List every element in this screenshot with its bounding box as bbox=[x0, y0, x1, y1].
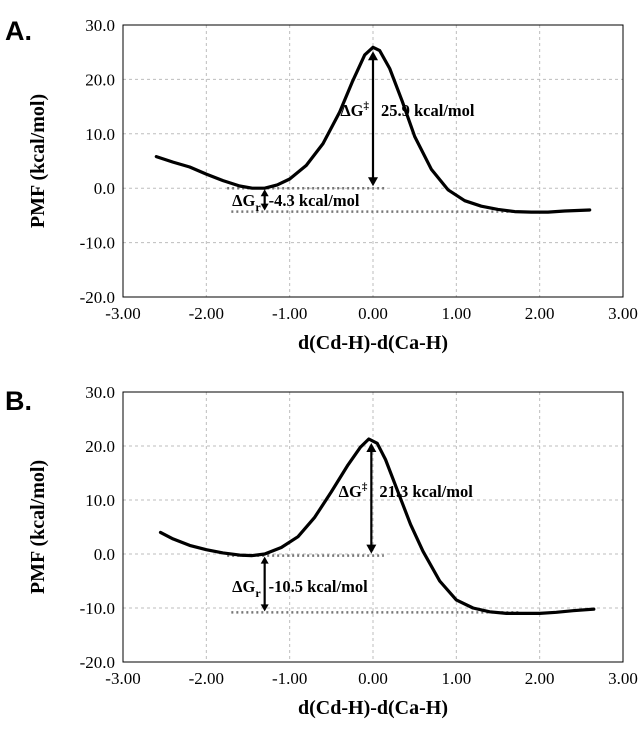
x-axis-label: d(Cd-H)-d(Ca-H) bbox=[298, 332, 448, 354]
x-tick-label: 1.00 bbox=[441, 304, 471, 323]
barrier-symbol: ΔG bbox=[340, 101, 363, 120]
reaction-value: -10.5 kcal/mol bbox=[269, 577, 368, 596]
x-tick-label: 3.00 bbox=[608, 304, 638, 323]
chart-panel-b: B. -20.0 -10.0 0.0 10.0 20.0 30.0 -3.00 -2.00 -1.… bbox=[5, 383, 638, 719]
barrier-arrowhead-top bbox=[366, 442, 377, 452]
barrier-symbol: ΔG bbox=[339, 482, 362, 501]
x-tick-label: -2.00 bbox=[189, 669, 224, 688]
x-tick-label: 2.00 bbox=[525, 669, 555, 688]
reaction-label: ΔGr bbox=[232, 191, 261, 214]
pmf-curve bbox=[158, 437, 596, 615]
y-tick-label: -20.0 bbox=[80, 653, 115, 672]
barrier-value: 21.3 kcal/mol bbox=[379, 482, 473, 501]
y-tick-label: 30.0 bbox=[85, 383, 115, 402]
pmf-curve bbox=[154, 45, 592, 214]
x-tick-label: -3.00 bbox=[105, 669, 140, 688]
x-tick-label: -2.00 bbox=[189, 304, 224, 323]
x-tick-label: 1.00 bbox=[441, 669, 471, 688]
barrier-arrowhead-bottom bbox=[366, 544, 377, 554]
x-tick-label: 0.00 bbox=[358, 304, 388, 323]
reaction-symbol: ΔG bbox=[232, 577, 255, 596]
reaction-arrowhead-bottom bbox=[260, 203, 269, 211]
y-tick-label: -20.0 bbox=[80, 288, 115, 307]
reaction-symbol: ΔG bbox=[232, 191, 255, 210]
barrier-arrowhead-top bbox=[368, 51, 378, 61]
y-tick-label: 30.0 bbox=[85, 16, 115, 35]
reaction-arrowhead-top bbox=[260, 189, 269, 197]
reaction-arrowhead-top bbox=[260, 556, 269, 564]
plot-frame bbox=[122, 24, 624, 298]
y-tick-label: 10.0 bbox=[85, 125, 115, 144]
panel-label: A. bbox=[5, 16, 32, 46]
x-tick-label: -1.00 bbox=[272, 669, 307, 688]
plot-frame bbox=[122, 391, 624, 663]
x-tick-label: 0.00 bbox=[358, 669, 388, 688]
barrier-superscript: ‡ bbox=[364, 100, 370, 112]
x-tick-label: 3.00 bbox=[608, 669, 638, 688]
y-tick-label: -10.0 bbox=[80, 234, 115, 253]
barrier-value: 25.9 kcal/mol bbox=[381, 101, 475, 120]
y-tick-label: 0.0 bbox=[94, 179, 115, 198]
x-tick-label: -3.00 bbox=[105, 304, 140, 323]
y-axis-label: PMF (kcal/mol) bbox=[27, 460, 49, 594]
barrier-label: ΔG‡ bbox=[339, 481, 368, 501]
y-tick-label: 10.0 bbox=[85, 491, 115, 510]
reaction-value: -4.3 kcal/mol bbox=[269, 191, 360, 210]
x-axis-label: d(Cd-H)-d(Ca-H) bbox=[298, 697, 448, 719]
barrier-label: ΔG‡ bbox=[340, 100, 369, 120]
barrier-arrowhead-bottom bbox=[368, 177, 378, 187]
y-axis-label: PMF (kcal/mol) bbox=[27, 94, 49, 228]
x-tick-label: 2.00 bbox=[525, 304, 555, 323]
reaction-subscript: r bbox=[255, 200, 261, 214]
barrier-superscript: ‡ bbox=[362, 481, 368, 493]
reaction-arrowhead-bottom bbox=[260, 604, 269, 612]
y-tick-label: 20.0 bbox=[85, 70, 115, 89]
x-tick-label: -1.00 bbox=[272, 304, 307, 323]
chart-panel-a: A. -20.0 -10.0 0.0 10.0 20.0 30.0 -3.00 -2.00 -1.… bbox=[5, 16, 638, 354]
panel-label: B. bbox=[5, 386, 32, 416]
reaction-label: ΔGr bbox=[232, 577, 261, 600]
reaction-subscript: r bbox=[255, 586, 261, 600]
y-tick-label: 0.0 bbox=[94, 545, 115, 564]
y-tick-label: -10.0 bbox=[80, 599, 115, 618]
y-tick-label: 20.0 bbox=[85, 437, 115, 456]
